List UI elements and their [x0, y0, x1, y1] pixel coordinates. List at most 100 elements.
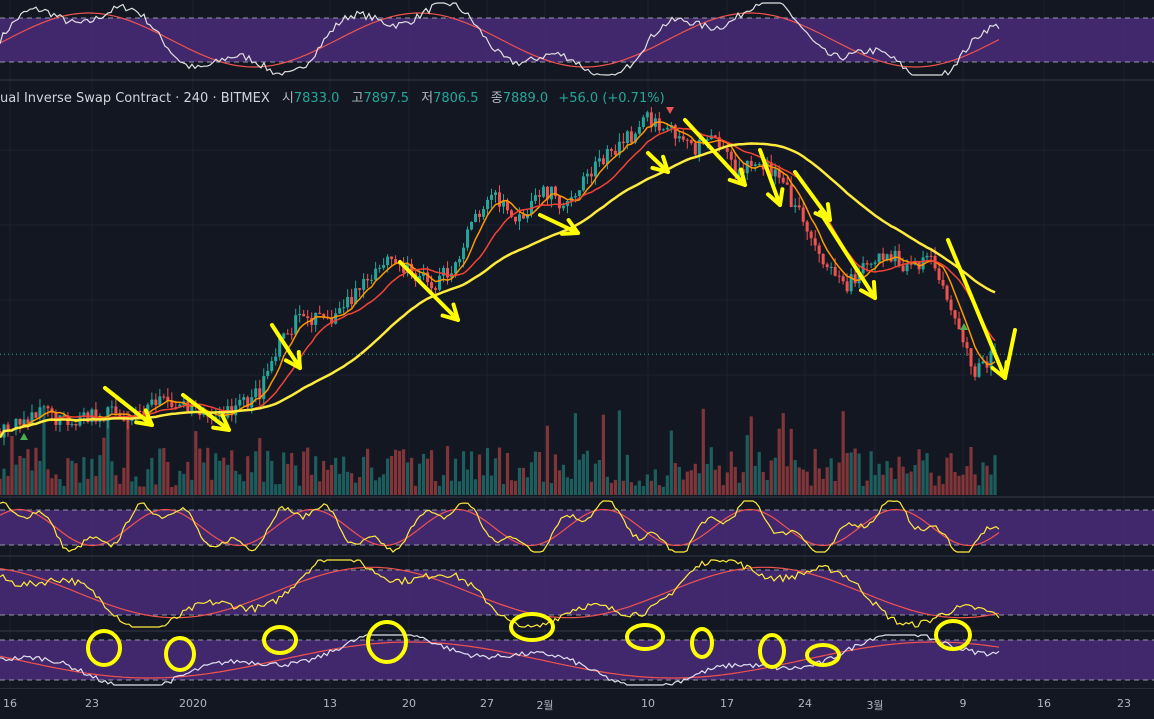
volume-bar — [581, 454, 586, 495]
candle-body — [821, 253, 825, 265]
volume-bar — [941, 484, 945, 495]
volume-bar — [202, 462, 206, 495]
candle-body — [541, 186, 545, 197]
volume-bar — [78, 482, 82, 495]
candle-body — [909, 263, 913, 265]
symbol-legend: ual Inverse Swap Contract · 240 · BITMEX… — [0, 90, 665, 108]
volume-bar — [617, 410, 621, 495]
candle-body — [274, 356, 278, 362]
volume-bar — [865, 480, 869, 495]
annotation-arrow-shaft — [758, 148, 782, 207]
volume-bar — [509, 480, 514, 495]
candle-body — [402, 264, 406, 273]
volume-bar — [709, 447, 713, 495]
close-value: 7889.0 — [502, 91, 549, 106]
candle-body — [490, 194, 494, 200]
candle-body — [977, 363, 981, 377]
volume-bar — [417, 463, 422, 495]
volume-bar — [246, 456, 250, 495]
candle-body — [382, 265, 386, 268]
volume-bar — [853, 448, 857, 495]
volume-bar — [537, 452, 542, 495]
volume-bar — [733, 466, 737, 495]
volume-bar — [218, 460, 222, 495]
candle-body — [873, 262, 877, 264]
volume-bar — [953, 471, 957, 495]
volume-bar — [354, 482, 358, 495]
oscillator-signal-line — [0, 12, 1000, 68]
candle-body — [925, 255, 929, 258]
volume-bar — [665, 475, 669, 495]
volume-bar — [270, 460, 274, 495]
volume-bar — [469, 451, 474, 495]
candle-body — [833, 266, 837, 276]
volume-bar — [813, 448, 817, 495]
candle-body — [857, 273, 861, 284]
oscillator-main-line — [0, 2, 1000, 76]
candle-body — [142, 411, 146, 418]
candle-body — [458, 259, 462, 263]
volume-bar — [957, 475, 961, 495]
volume-bar — [969, 447, 973, 495]
volume-bar — [441, 475, 446, 495]
candle-body — [262, 376, 266, 400]
candle-body — [42, 406, 46, 408]
volume-bar — [881, 474, 885, 495]
candle-body — [849, 274, 853, 292]
volume-bar — [493, 458, 498, 495]
volume-bar — [174, 485, 178, 495]
candle-body — [625, 131, 629, 144]
volume-bar — [294, 465, 298, 495]
volume-bar — [757, 451, 761, 495]
volume-bar — [38, 460, 42, 495]
candle-body — [186, 401, 190, 412]
annotation-circle — [625, 623, 665, 651]
annotation-arrow-head — [859, 280, 877, 300]
oscillator-signal-line — [0, 641, 1000, 679]
candle-body — [330, 318, 334, 324]
open-label: 시 — [281, 91, 294, 106]
time-axis[interactable]: 16 23 2020 13 20 27 2월 10 17 24 3월 9 16 … — [0, 688, 1154, 719]
candle-body — [529, 200, 533, 214]
candle-body — [198, 405, 202, 416]
volume-bar — [238, 474, 242, 495]
volume-bar — [489, 475, 494, 495]
x-tick: 10 — [641, 697, 655, 710]
candle-body — [537, 195, 541, 197]
volume-bar — [697, 473, 701, 495]
candle-body — [486, 199, 490, 210]
volume-bar — [861, 485, 865, 495]
candle-body — [14, 419, 18, 431]
candle-body — [885, 254, 889, 260]
annotation-circle — [805, 643, 841, 667]
volume-bar — [358, 477, 362, 495]
volume-bar — [725, 472, 729, 495]
candle-body — [677, 136, 681, 139]
price-chart[interactable] — [0, 0, 1154, 688]
volume-bar — [386, 458, 390, 495]
candle-body — [170, 400, 174, 408]
candle-body — [118, 413, 122, 417]
candle-body — [973, 366, 977, 377]
candle-body — [470, 221, 474, 230]
candle-body — [937, 268, 941, 281]
volume-bar — [198, 448, 202, 495]
volume-bar — [138, 486, 142, 495]
volume-bar — [525, 477, 530, 495]
volume-bar — [717, 465, 721, 495]
volume-bar — [370, 467, 374, 495]
volume-bar — [653, 469, 657, 495]
volume-bar — [318, 481, 322, 495]
candle-body — [446, 267, 450, 278]
volume-bar — [130, 481, 134, 495]
candle-body — [426, 272, 430, 283]
volume-bar — [785, 466, 789, 495]
volume-bar — [90, 458, 94, 495]
volume-bar — [214, 453, 218, 495]
candle-body — [777, 169, 781, 178]
candle-body — [158, 396, 162, 405]
annotation-circle — [690, 627, 714, 659]
candle-body — [725, 147, 729, 152]
oscillator-main-line — [0, 500, 1000, 553]
volume-bar — [433, 481, 438, 495]
